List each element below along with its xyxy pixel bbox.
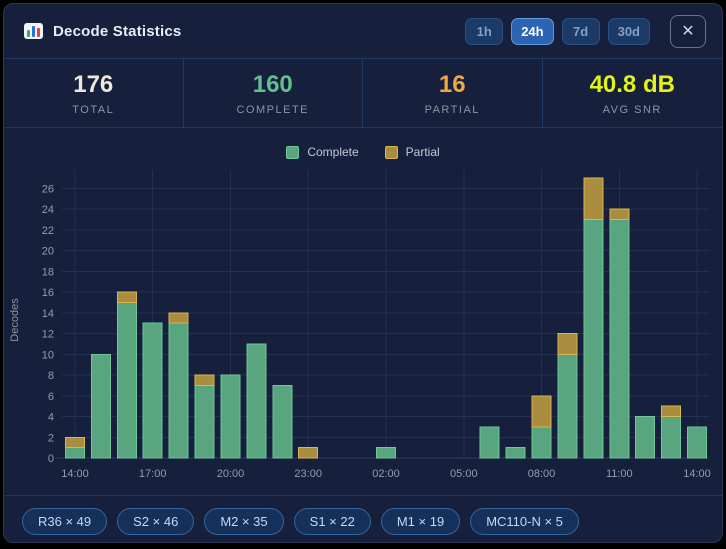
close-icon[interactable]: ✕ bbox=[670, 14, 706, 48]
decode-statistics-panel: Decode Statistics 1h 24h 7d 30d ✕ 176 TO… bbox=[3, 3, 723, 543]
stats-row: 176 TOTAL 160 COMPLETE 16 PARTIAL 40.8 d… bbox=[4, 58, 722, 128]
bar-partial[interactable] bbox=[194, 374, 215, 386]
stat-complete-value: 160 bbox=[252, 70, 293, 98]
stat-total-value: 176 bbox=[73, 70, 114, 98]
time-range-group: 1h 24h 7d 30d ✕ bbox=[465, 14, 706, 48]
decoder-chips-row: R36 × 49 S2 × 46 M2 × 35 S1 × 22 M1 × 19… bbox=[4, 495, 722, 542]
stat-avg-snr-label: AVG SNR bbox=[602, 103, 662, 116]
bar-complete[interactable] bbox=[246, 343, 267, 459]
legend-partial-label: Partial bbox=[405, 145, 440, 159]
chart-legend: Complete Partial bbox=[4, 128, 722, 162]
bar-complete[interactable] bbox=[583, 219, 604, 459]
bar-complete[interactable] bbox=[479, 426, 500, 459]
svg-text:2: 2 bbox=[48, 432, 54, 444]
stat-avg-snr: 40.8 dB AVG SNR bbox=[543, 59, 723, 127]
svg-text:22: 22 bbox=[42, 225, 54, 237]
bar-complete[interactable] bbox=[65, 447, 85, 459]
svg-text:18: 18 bbox=[42, 266, 54, 278]
svg-text:6: 6 bbox=[48, 391, 54, 403]
stat-partial-label: PARTIAL bbox=[424, 103, 480, 116]
svg-text:Decodes: Decodes bbox=[9, 298, 21, 342]
time-range-24h[interactable]: 24h bbox=[511, 17, 554, 45]
bar-partial[interactable] bbox=[661, 405, 682, 418]
bar-complete[interactable] bbox=[272, 384, 293, 459]
svg-text:0: 0 bbox=[48, 453, 54, 465]
bar-partial[interactable] bbox=[557, 333, 578, 355]
bar-complete[interactable] bbox=[220, 374, 241, 459]
legend-complete: Complete bbox=[286, 142, 359, 162]
chip-mc110n[interactable]: MC110-N × 5 bbox=[470, 508, 579, 535]
panel-header: Decode Statistics 1h 24h 7d 30d ✕ bbox=[4, 4, 722, 58]
svg-text:11:00: 11:00 bbox=[606, 468, 633, 480]
page-title: Decode Statistics bbox=[53, 22, 182, 40]
stat-total: 176 TOTAL bbox=[4, 59, 184, 127]
svg-text:05:00: 05:00 bbox=[450, 468, 478, 480]
svg-text:14:00: 14:00 bbox=[61, 468, 89, 480]
svg-text:12: 12 bbox=[42, 329, 54, 341]
time-range-7d[interactable]: 7d bbox=[561, 17, 600, 45]
bar-complete[interactable] bbox=[168, 322, 189, 459]
stat-total-label: TOTAL bbox=[72, 103, 115, 116]
chip-m1[interactable]: M1 × 19 bbox=[380, 508, 461, 535]
legend-complete-swatch bbox=[286, 145, 300, 159]
bar-complete[interactable] bbox=[661, 416, 682, 459]
svg-text:4: 4 bbox=[48, 412, 54, 424]
chip-s1[interactable]: S1 × 22 bbox=[293, 508, 371, 535]
time-range-30d[interactable]: 30d bbox=[607, 17, 650, 45]
bar-complete[interactable] bbox=[376, 447, 396, 459]
time-range-1h[interactable]: 1h bbox=[465, 17, 504, 45]
svg-text:17:00: 17:00 bbox=[139, 468, 167, 480]
legend-complete-label: Complete bbox=[307, 145, 359, 159]
svg-text:14:00: 14:00 bbox=[683, 468, 711, 480]
bar-complete[interactable] bbox=[142, 322, 163, 459]
chart-section: Complete Partial 0 2 4 6 8 10 12 14 16 18 20 22 24 26… bbox=[4, 128, 722, 495]
svg-text:20: 20 bbox=[42, 246, 54, 258]
bar-complete[interactable] bbox=[687, 426, 707, 459]
svg-text:10: 10 bbox=[42, 349, 54, 361]
bar-partial[interactable] bbox=[583, 177, 604, 220]
bar-partial[interactable] bbox=[298, 447, 319, 459]
bar-partial[interactable] bbox=[65, 436, 85, 449]
bar-complete[interactable] bbox=[90, 353, 111, 459]
bar-complete[interactable] bbox=[194, 384, 215, 459]
chip-s2[interactable]: S2 × 46 bbox=[117, 508, 195, 535]
svg-text:08:00: 08:00 bbox=[528, 468, 556, 480]
svg-text:8: 8 bbox=[48, 370, 54, 382]
svg-text:26: 26 bbox=[42, 183, 54, 195]
stat-partial: 16 PARTIAL bbox=[363, 59, 543, 127]
svg-text:16: 16 bbox=[42, 287, 54, 299]
legend-partial-swatch bbox=[384, 145, 398, 159]
bar-complete[interactable] bbox=[635, 416, 656, 459]
svg-text:24: 24 bbox=[42, 204, 54, 216]
bar-complete[interactable] bbox=[557, 353, 578, 459]
bar-complete[interactable] bbox=[505, 447, 526, 459]
bar-partial[interactable] bbox=[116, 291, 137, 304]
stat-partial-value: 16 bbox=[438, 70, 466, 98]
svg-text:23:00: 23:00 bbox=[294, 468, 322, 480]
legend-partial: Partial bbox=[384, 142, 440, 162]
bar-partial[interactable] bbox=[609, 208, 630, 220]
svg-text:20:00: 20:00 bbox=[217, 468, 245, 480]
bar-complete[interactable] bbox=[531, 426, 552, 459]
stat-complete-label: COMPLETE bbox=[236, 103, 309, 116]
stat-complete: 160 COMPLETE bbox=[184, 59, 363, 127]
bar-complete[interactable] bbox=[116, 301, 137, 459]
bar-complete[interactable] bbox=[609, 219, 630, 459]
svg-text:02:00: 02:00 bbox=[372, 468, 400, 480]
bar-chart-icon bbox=[24, 23, 43, 39]
stat-avg-snr-value: 40.8 dB bbox=[589, 70, 675, 98]
bar-partial[interactable] bbox=[168, 312, 189, 324]
svg-text:14: 14 bbox=[42, 308, 54, 320]
bar-partial[interactable] bbox=[531, 395, 552, 428]
chip-m2[interactable]: M2 × 35 bbox=[204, 508, 284, 535]
chip-r36[interactable]: R36 × 49 bbox=[22, 508, 108, 535]
